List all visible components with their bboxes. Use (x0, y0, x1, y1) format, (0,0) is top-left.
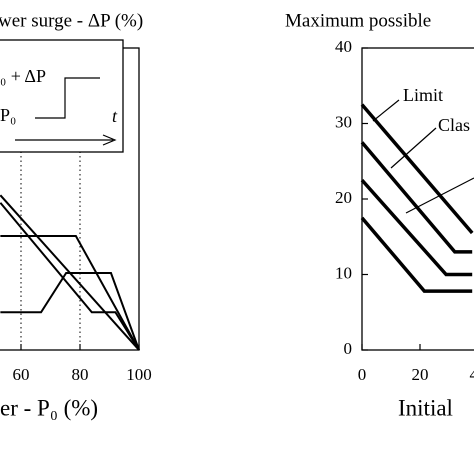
y-tick-label: 40 (335, 37, 352, 56)
data-line (0, 234, 140, 351)
x-axis-label: er - P₀ (%) (0, 395, 98, 420)
y-tick-label: 20 (335, 188, 352, 207)
chart-title: Maximum possible (285, 10, 431, 31)
leader-line (390, 127, 437, 169)
x-tick-label: 60 (13, 365, 30, 384)
x-tick-label: 40 (470, 365, 474, 384)
data-line (360, 141, 473, 254)
chart-title: wer surge - ΔP (%) (0, 10, 143, 31)
arrow-head (102, 134, 117, 146)
data-line (360, 103, 474, 235)
x-tick-label: 80 (72, 365, 89, 384)
y-tick-label: 10 (335, 263, 352, 282)
annotation: Limit (403, 85, 443, 105)
inset: ₀ + ΔP P₀ t (0, 39, 124, 153)
x-tick-label: 20 (412, 365, 429, 384)
inset-label: t (112, 106, 118, 126)
data-line (360, 216, 473, 293)
data-line (360, 178, 473, 277)
inset-label: ₀ + ΔP (0, 66, 46, 86)
x-tick-label: 100 (126, 365, 152, 384)
data-line (0, 271, 140, 351)
x-tick-label: 0 (358, 365, 367, 384)
step-signal (35, 77, 100, 119)
plot-frame (0, 47, 140, 351)
chart: Maximum possible Initial 0 20 40 0 10 20 30 40 (285, 10, 474, 420)
inset-box (0, 39, 124, 153)
data-line (0, 202, 140, 351)
y-tick-label: 0 (344, 339, 353, 358)
leader-line (372, 99, 400, 122)
annotation: Clas (438, 115, 470, 135)
y-tick-label: 30 (335, 112, 352, 131)
x-axis-label: Initial (398, 395, 453, 420)
inset-label: P₀ (0, 105, 16, 125)
